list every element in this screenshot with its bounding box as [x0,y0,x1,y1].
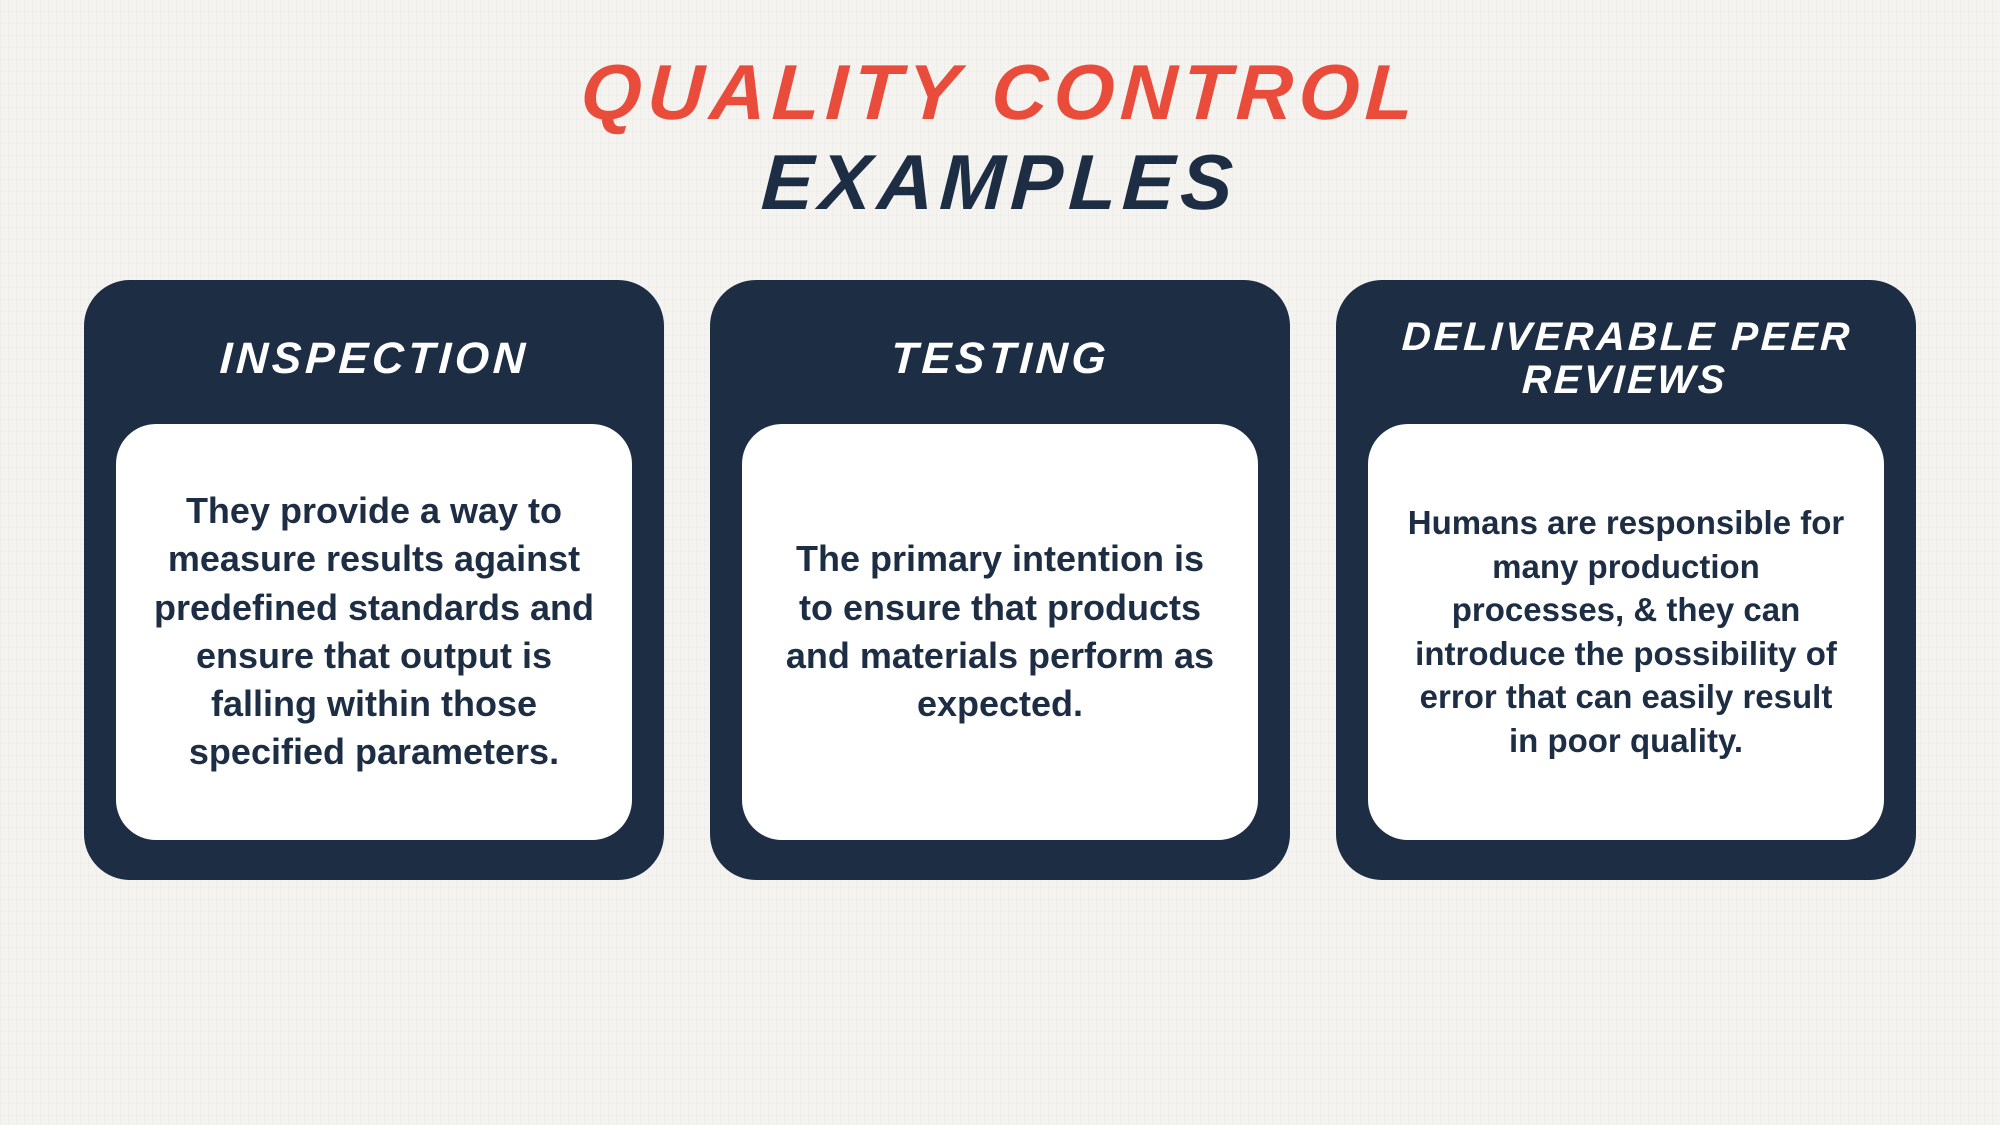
card-inspection: INSPECTION They provide a way to measure… [84,280,664,880]
card-text-inspection: They provide a way to measure results ag… [152,487,596,776]
card-body-inspection: They provide a way to measure results ag… [116,424,632,840]
card-testing: TESTING The primary intention is to ensu… [710,280,1290,880]
card-text-testing: The primary intention is to ensure that … [778,535,1222,728]
card-body-peer-reviews: Humans are responsible for many producti… [1368,424,1884,840]
infographic-page: QUALITY CONTROL EXAMPLES INSPECTION They… [0,0,2000,1125]
cards-row: INSPECTION They provide a way to measure… [0,280,2000,880]
title-line-1: QUALITY CONTROL [579,52,1421,134]
card-title-testing: TESTING [888,308,1112,410]
card-body-testing: The primary intention is to ensure that … [742,424,1258,840]
card-text-peer-reviews: Humans are responsible for many producti… [1404,501,1848,762]
card-title-peer-reviews: DELIVERABLE PEER REVIEWS [1365,308,1886,410]
title-line-2: EXAMPLES [579,142,1421,224]
card-peer-reviews: DELIVERABLE PEER REVIEWS Humans are resp… [1336,280,1916,880]
title-block: QUALITY CONTROL EXAMPLES [581,52,1419,224]
card-title-inspection: INSPECTION [217,308,531,410]
